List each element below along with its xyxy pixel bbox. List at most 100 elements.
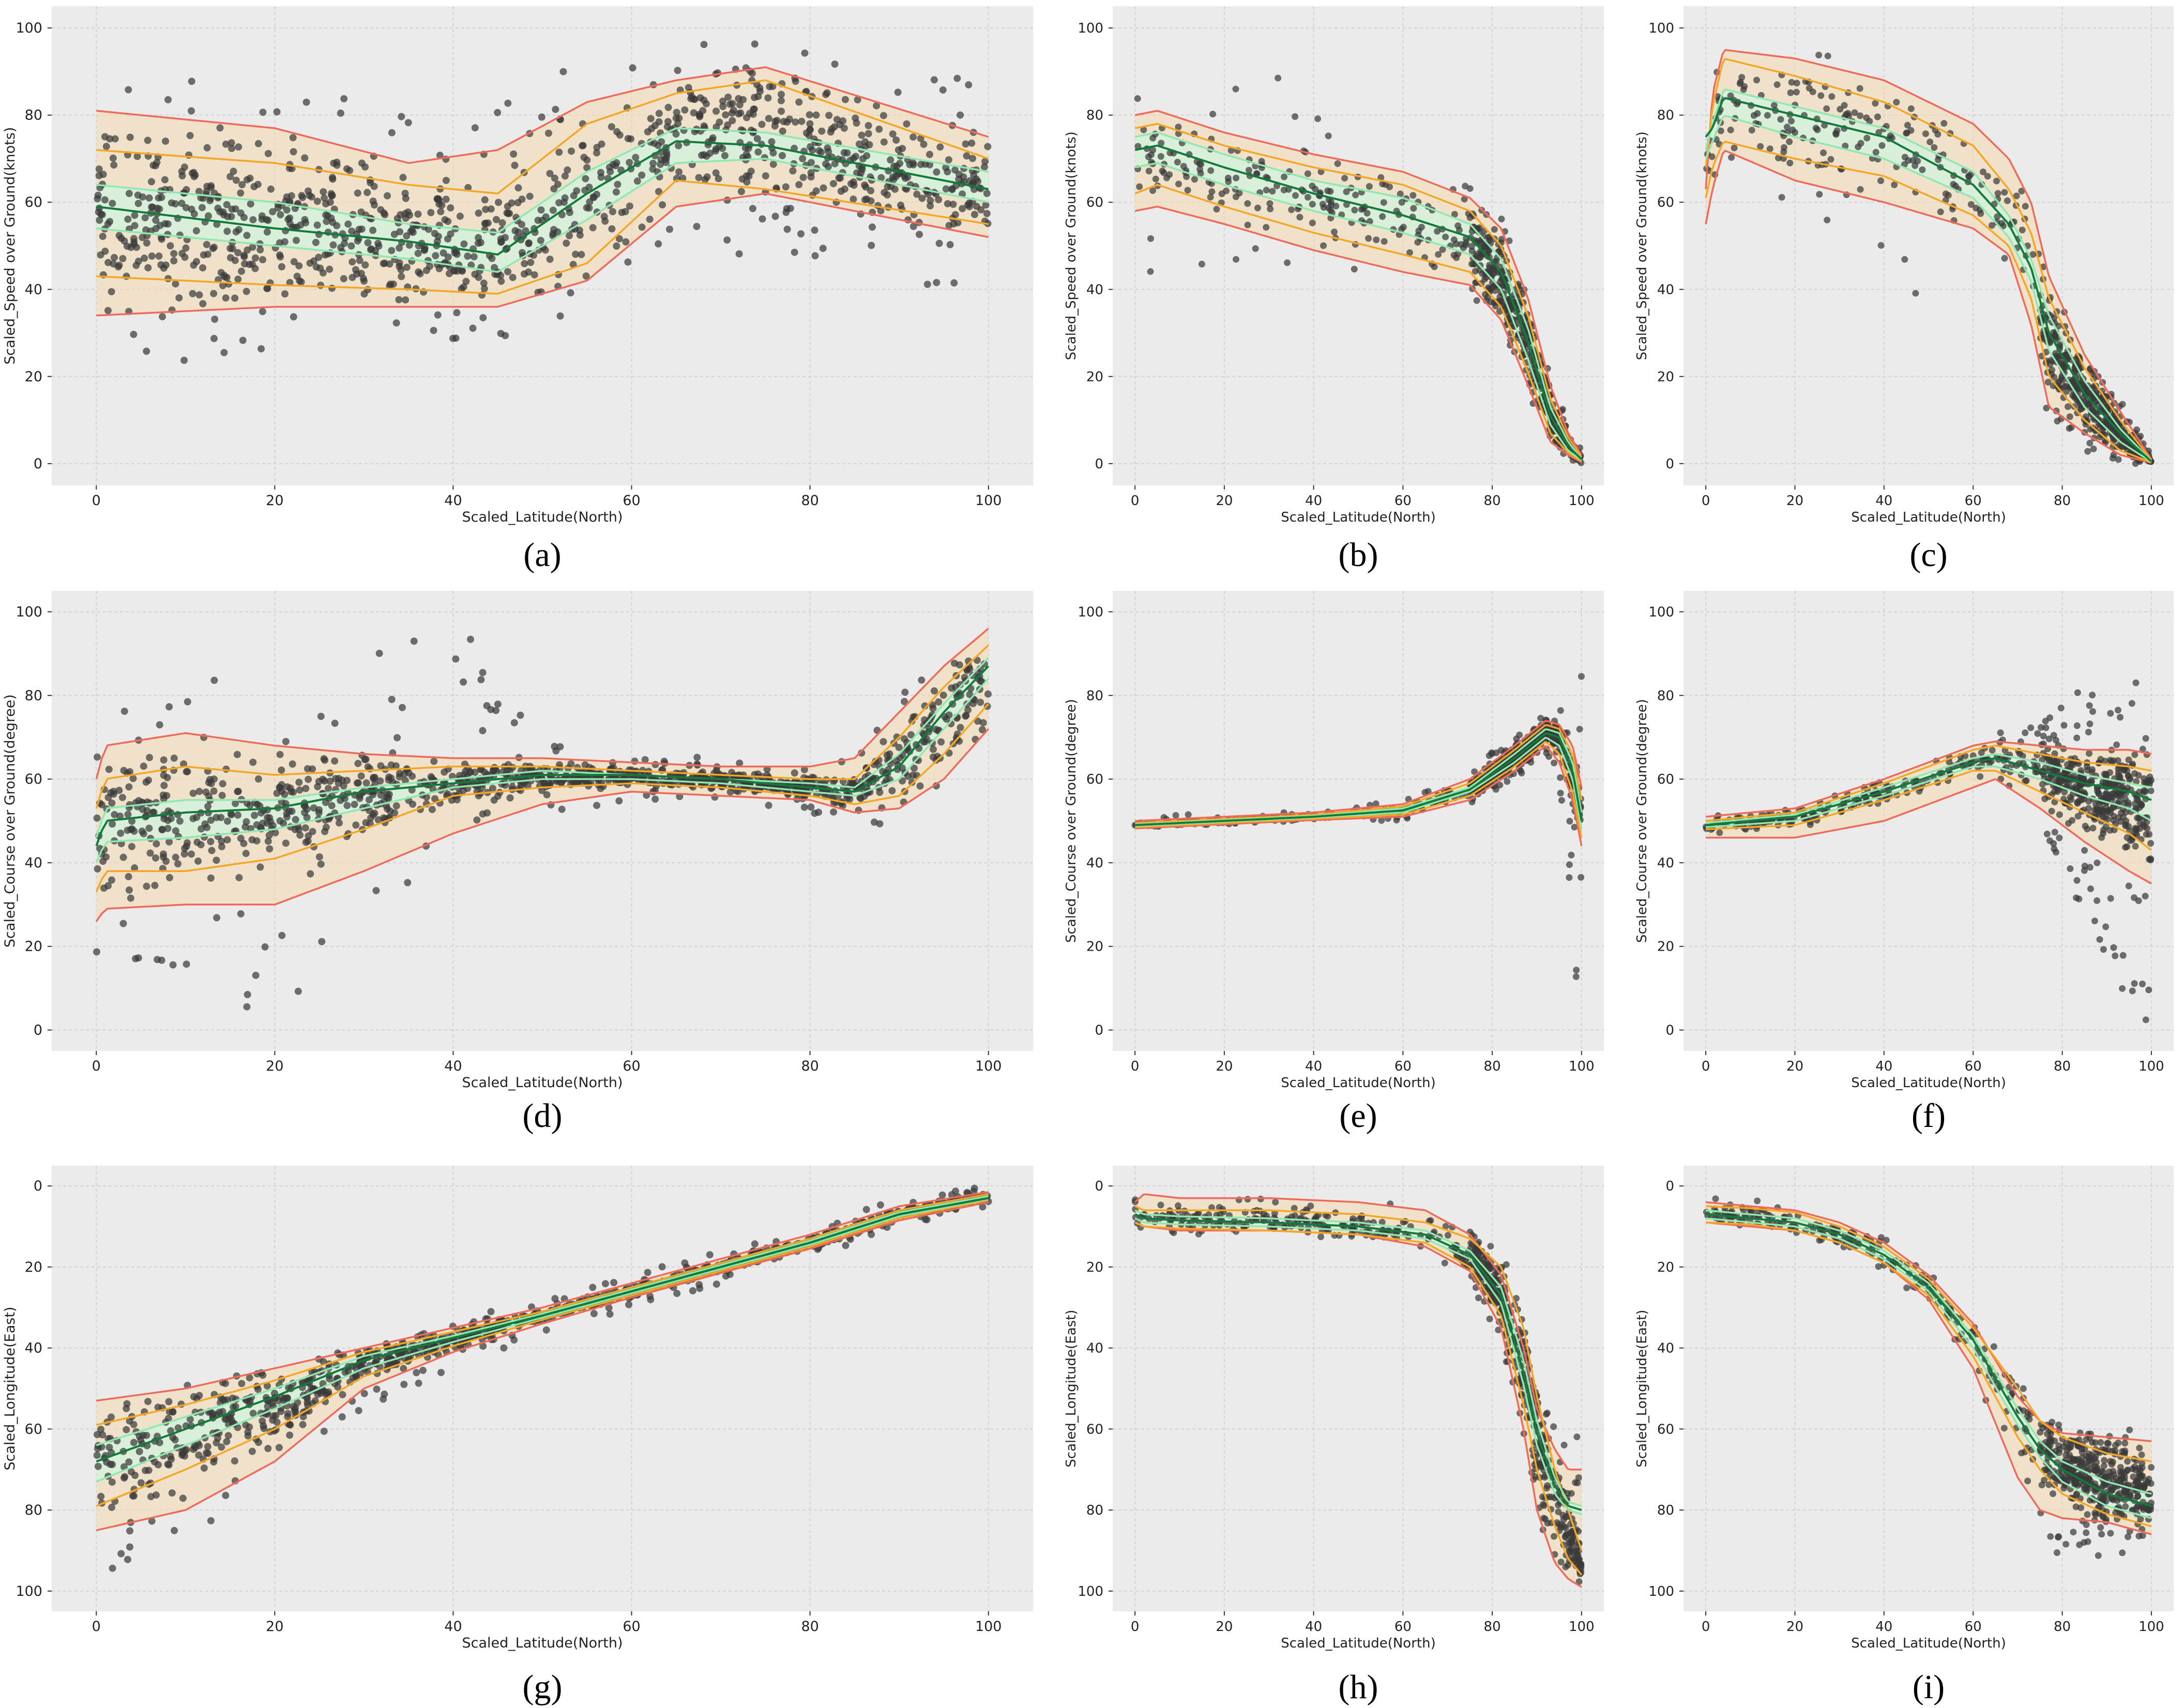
scatter-point	[916, 782, 924, 790]
scatter-point	[2086, 702, 2093, 709]
scatter-point	[1807, 821, 1814, 828]
scatter-point	[146, 849, 154, 857]
scatter-point	[2051, 750, 2058, 757]
scatter-point	[514, 228, 522, 236]
scatter-point	[825, 148, 832, 156]
scatter-point	[1857, 186, 1864, 193]
band-fill-outer	[96, 67, 989, 316]
scatter-point	[1828, 93, 1836, 100]
scatter-point	[791, 249, 798, 256]
scatter-point	[402, 296, 410, 304]
scatter-point	[504, 99, 512, 107]
scatter-point	[317, 712, 325, 720]
x-tick-label: 100	[1569, 1059, 1595, 1074]
scatter-point	[538, 113, 545, 121]
scatter-point	[343, 165, 351, 173]
scatter-point	[118, 794, 126, 801]
scatter-point	[1152, 175, 1159, 182]
scatter-point	[381, 211, 389, 219]
scatter-point	[330, 159, 338, 167]
scatter-point	[865, 130, 872, 138]
scatter-point	[672, 130, 680, 138]
scatter-point	[130, 235, 138, 242]
scatter-point	[312, 239, 320, 246]
scatter-point	[2086, 750, 2092, 757]
scatter-point	[504, 203, 511, 210]
y-tick-label: 80	[1657, 688, 1674, 704]
scatter-point	[2142, 1016, 2149, 1024]
band-line-upper-mid	[96, 79, 989, 195]
scatter-point	[219, 208, 227, 216]
scatter-point	[593, 149, 601, 157]
scatter-point	[1244, 200, 1251, 207]
scatter-point	[2029, 251, 2037, 258]
scatter-point	[146, 754, 154, 761]
scatter-point	[586, 198, 594, 206]
scatter-point	[125, 86, 132, 94]
scatter-point	[1309, 201, 1316, 208]
scatter-point	[2107, 710, 2114, 717]
scatter-point	[404, 879, 412, 887]
scatter-point	[95, 165, 103, 173]
scatter-point	[276, 784, 284, 791]
y-tick-label: 100	[1648, 604, 1674, 620]
scatter-point	[422, 267, 430, 274]
scatter-point	[165, 703, 173, 711]
x-tick-label: 20	[1786, 1059, 1803, 1074]
scatter-point	[356, 256, 363, 264]
scatter-point	[231, 294, 239, 302]
scatter-point	[1442, 233, 1449, 240]
scatter-point	[664, 118, 672, 126]
scatter-point	[582, 272, 590, 280]
scatter-point	[108, 288, 115, 296]
scatter-point	[693, 223, 701, 231]
scatter-point	[286, 279, 294, 286]
scatter-point	[406, 211, 414, 219]
scatter-point	[1378, 817, 1385, 824]
scatter-point	[384, 805, 391, 813]
chart-c: 002020404060608080100100Scaled_Latitude(…	[1634, 6, 2174, 574]
scatter-point	[2004, 197, 2011, 204]
scatter-point	[983, 210, 991, 218]
scatter-point	[172, 280, 179, 288]
scatter-point	[901, 698, 908, 706]
y-tick-label: 80	[1657, 108, 1674, 124]
scatter-point	[325, 785, 332, 792]
scatter-point	[1863, 134, 1871, 142]
scatter-point	[968, 139, 976, 147]
band-line-lower-mid	[1705, 141, 2152, 463]
scatter-point	[283, 206, 291, 214]
scatter-point	[622, 238, 630, 246]
scatter-point	[247, 200, 254, 208]
scatter-point	[2043, 830, 2051, 837]
scatter-point	[1571, 823, 1578, 831]
scatter-point	[116, 812, 124, 820]
scatter-point	[1504, 778, 1511, 785]
scatter-point	[1207, 167, 1215, 174]
scatter-point	[357, 772, 365, 780]
scatter-point	[721, 152, 729, 159]
scatter-point	[1184, 187, 1191, 194]
scatter-point	[344, 220, 352, 228]
band-line-upper-outer	[96, 66, 989, 164]
scatter-point	[163, 792, 171, 800]
scatter-point	[244, 246, 251, 254]
scatter-point	[157, 261, 165, 269]
scatter-point	[850, 181, 858, 189]
scatter-point	[638, 171, 646, 179]
scatter-point	[310, 257, 318, 265]
scatter-point	[1979, 169, 1986, 175]
scatter-point	[2090, 415, 2097, 422]
scatter-point	[751, 40, 759, 48]
scatter-point	[675, 168, 683, 176]
scatter-point	[1180, 163, 1187, 170]
scatter-point	[2147, 840, 2155, 847]
scatter-point	[278, 932, 286, 939]
scatter-point	[401, 776, 409, 784]
scatter-point	[204, 809, 212, 817]
scatter-point	[369, 811, 377, 818]
y-axis-label: Scaled_Course over Ground(degree)	[1634, 699, 1650, 943]
scatter-point	[629, 64, 636, 72]
scatter-point	[737, 126, 745, 134]
scatter-point	[94, 865, 101, 873]
